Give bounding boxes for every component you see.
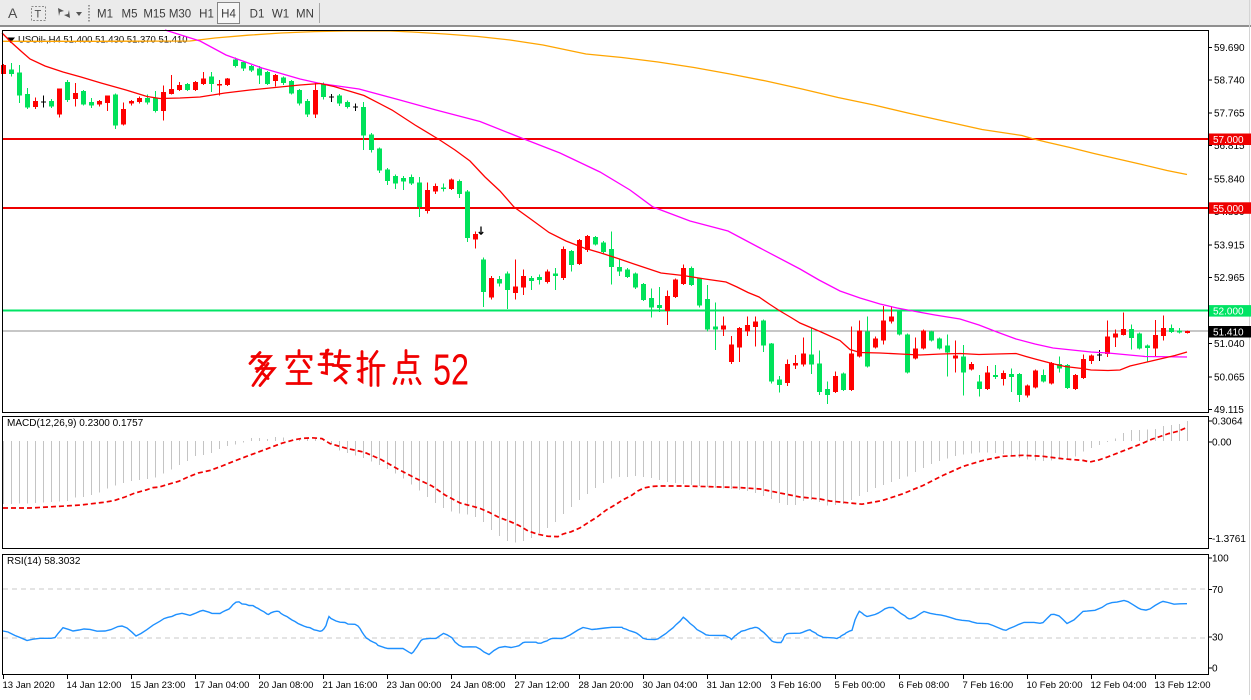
svg-text:30 Jan 04:00: 30 Jan 04:00 xyxy=(643,680,698,691)
svg-text:24 Jan 08:00: 24 Jan 08:00 xyxy=(451,680,506,691)
svg-text:3 Feb 16:00: 3 Feb 16:00 xyxy=(771,680,822,691)
svg-text:50.065: 50.065 xyxy=(1214,372,1245,383)
svg-text:15 Jan 23:00: 15 Jan 23:00 xyxy=(131,680,186,691)
svg-text:6 Feb 08:00: 6 Feb 08:00 xyxy=(899,680,950,691)
svg-text:14 Jan 12:00: 14 Jan 12:00 xyxy=(67,680,122,691)
svg-text:23 Jan 00:00: 23 Jan 00:00 xyxy=(387,680,442,691)
svg-text:RSI(14) 58.3032: RSI(14) 58.3032 xyxy=(7,556,81,567)
svg-text:51.040: 51.040 xyxy=(1214,339,1245,350)
svg-text:56.815: 56.815 xyxy=(1214,141,1245,152)
svg-text:70: 70 xyxy=(1212,585,1224,596)
svg-text:21 Jan 16:00: 21 Jan 16:00 xyxy=(323,680,378,691)
svg-text:M1: M1 xyxy=(97,9,113,21)
svg-text:52.965: 52.965 xyxy=(1214,273,1245,284)
svg-text:T: T xyxy=(35,9,42,21)
svg-text:100: 100 xyxy=(1212,554,1229,565)
svg-text:17 Jan 04:00: 17 Jan 04:00 xyxy=(195,680,250,691)
svg-text:27 Jan 12:00: 27 Jan 12:00 xyxy=(515,680,570,691)
svg-text:58.740: 58.740 xyxy=(1214,75,1245,86)
svg-text:7 Feb 16:00: 7 Feb 16:00 xyxy=(963,680,1014,691)
svg-text:55.000: 55.000 xyxy=(1213,204,1244,215)
svg-text:0.3064: 0.3064 xyxy=(1212,417,1243,428)
svg-text:59.690: 59.690 xyxy=(1214,43,1245,54)
svg-text:MACD(12,26,9) 0.2300 0.1757: MACD(12,26,9) 0.2300 0.1757 xyxy=(7,418,144,429)
svg-text:W1: W1 xyxy=(272,9,289,21)
svg-text:57.765: 57.765 xyxy=(1214,109,1245,120)
svg-text:31 Jan 12:00: 31 Jan 12:00 xyxy=(707,680,762,691)
svg-text:D1: D1 xyxy=(250,9,265,21)
svg-text:MN: MN xyxy=(296,9,314,21)
svg-text:0: 0 xyxy=(1212,664,1218,675)
svg-text:55.840: 55.840 xyxy=(1214,175,1245,186)
svg-text:20 Jan 08:00: 20 Jan 08:00 xyxy=(259,680,314,691)
svg-text:H1: H1 xyxy=(199,9,214,21)
svg-text:12 Feb 04:00: 12 Feb 04:00 xyxy=(1091,680,1147,691)
svg-text:28 Jan 20:00: 28 Jan 20:00 xyxy=(579,680,634,691)
svg-text:5 Feb 00:00: 5 Feb 00:00 xyxy=(835,680,886,691)
svg-text:M30: M30 xyxy=(169,9,191,21)
svg-text:M15: M15 xyxy=(143,9,165,21)
svg-text:13 Feb 12:00: 13 Feb 12:00 xyxy=(1155,680,1211,691)
svg-text:13 Jan 2020: 13 Jan 2020 xyxy=(3,680,55,691)
svg-text:53.915: 53.915 xyxy=(1214,241,1245,252)
svg-text:52.000: 52.000 xyxy=(1213,307,1244,318)
svg-text:51.410: 51.410 xyxy=(1213,328,1244,339)
svg-text:M5: M5 xyxy=(122,9,138,21)
svg-text:0.00: 0.00 xyxy=(1212,437,1232,448)
svg-text:A: A xyxy=(8,5,18,21)
svg-text:H4: H4 xyxy=(221,9,236,21)
svg-text:USOil-,H4 51.400 51.430 51.37: USOil-,H4 51.400 51.430 51.370 51.410 xyxy=(18,35,188,46)
svg-text:52: 52 xyxy=(433,346,469,395)
svg-text:10 Feb 20:00: 10 Feb 20:00 xyxy=(1027,680,1083,691)
svg-text:30: 30 xyxy=(1212,633,1224,644)
svg-text:49.115: 49.115 xyxy=(1214,405,1244,416)
svg-text:-1.3761: -1.3761 xyxy=(1212,534,1246,545)
svg-text:57.000: 57.000 xyxy=(1213,135,1244,146)
